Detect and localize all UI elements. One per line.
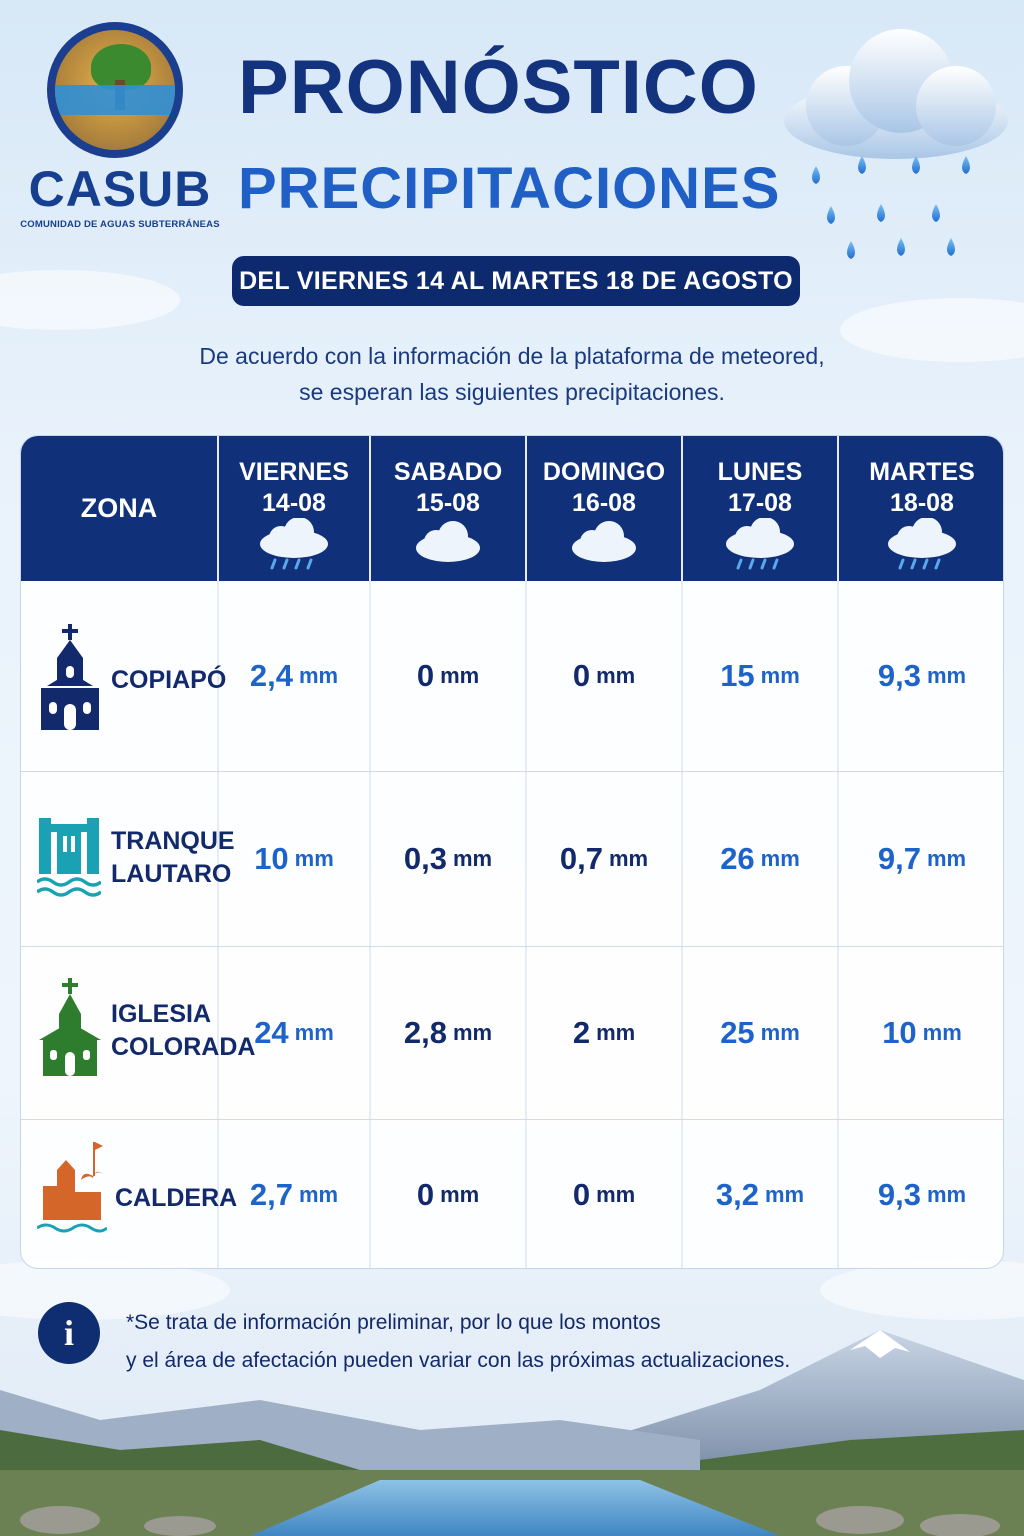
zone-copiapo: COPIAPÓ bbox=[111, 666, 227, 694]
cloud-icon bbox=[416, 521, 480, 562]
value-cell: 10 mm bbox=[254, 841, 334, 876]
mountain-river-landscape bbox=[0, 1330, 1024, 1536]
info-icon: i bbox=[38, 1302, 100, 1364]
value-cell: 0 mm bbox=[416, 658, 480, 693]
zone-line-2: COLORADA bbox=[111, 1033, 256, 1061]
rain-cloud-icon bbox=[888, 517, 956, 570]
footer-line-1: *Se trata de información preliminar, por… bbox=[126, 1311, 661, 1334]
value-cell: 10 mm bbox=[882, 1015, 962, 1050]
value-cell: 15 mm bbox=[720, 658, 800, 693]
cloud-icon bbox=[572, 521, 636, 562]
value-cell: 3,2 mm bbox=[715, 1177, 805, 1212]
day-name: VIERNES bbox=[239, 458, 349, 486]
value-cell: 2,8 mm bbox=[403, 1015, 493, 1050]
dam-icon bbox=[37, 818, 101, 897]
day-header-sunday: DOMINGO 16-08 bbox=[527, 436, 681, 581]
day-header-friday: VIERNES 14-08 bbox=[219, 436, 369, 581]
day-header-monday: LUNES 17-08 bbox=[683, 436, 837, 581]
value-cell: 9,7 mm bbox=[877, 841, 967, 876]
rain-cloud-icon bbox=[260, 517, 328, 570]
page-subtitle: PRECIPITACIONES bbox=[238, 156, 781, 221]
value-cell: 2 mm bbox=[572, 1015, 636, 1050]
value-cell: 0,3 mm bbox=[403, 841, 493, 876]
day-date: 18-08 bbox=[890, 489, 954, 517]
zone-line-1: IGLESIA bbox=[111, 1000, 212, 1028]
coastal-town-icon bbox=[37, 1142, 107, 1233]
footer-line-2: y el área de afectación pueden variar co… bbox=[126, 1349, 791, 1372]
zone-header: ZONA bbox=[80, 493, 158, 523]
day-date: 14-08 bbox=[262, 489, 326, 517]
logo-subtitle: COMUNIDAD DE AGUAS SUBTERRÁNEAS bbox=[20, 219, 220, 230]
day-name: DOMINGO bbox=[542, 458, 666, 486]
day-header-saturday: SABADO 15-08 bbox=[371, 436, 525, 581]
day-date: 17-08 bbox=[728, 489, 792, 517]
value-cell: 24 mm bbox=[254, 1015, 334, 1050]
logo-name: CASUB bbox=[28, 161, 212, 217]
value-cell: 0 mm bbox=[416, 1177, 480, 1212]
logo-emblem bbox=[47, 22, 183, 158]
zone-tranque-lautaro: TRANQUE LAUTARO bbox=[111, 825, 235, 891]
zone-iglesia-colorada: IGLESIA COLORADA bbox=[111, 998, 255, 1064]
zone-line-1: TRANQUE bbox=[111, 827, 235, 855]
church-icon bbox=[41, 624, 99, 730]
value-cell: 2,4 mm bbox=[249, 658, 339, 693]
day-name: LUNES bbox=[717, 458, 803, 486]
value-cell: 0 mm bbox=[572, 658, 636, 693]
precipitation-table: ZONA VIERNES 14-08 SABADO 15-08 DOMINGO … bbox=[20, 435, 1004, 1269]
intro-line-1: De acuerdo con la información de la plat… bbox=[199, 343, 825, 369]
table-header bbox=[21, 436, 1003, 581]
day-name: SABADO bbox=[393, 458, 503, 486]
chapel-icon bbox=[39, 978, 101, 1076]
value-cell: 9,3 mm bbox=[877, 1177, 967, 1212]
rain-cloud-icon bbox=[726, 517, 794, 570]
intro-text: De acuerdo con la información de la plat… bbox=[60, 338, 964, 410]
date-range-badge: DEL VIERNES 14 AL MARTES 18 DE AGOSTO bbox=[232, 256, 800, 306]
intro-line-2: se esperan las siguientes precipitacione… bbox=[299, 379, 725, 405]
zone-caldera: CALDERA bbox=[115, 1184, 238, 1212]
zone-line-2: LAUTARO bbox=[111, 860, 232, 888]
page-title: PRONÓSTICO bbox=[238, 45, 759, 130]
value-cell: 0 mm bbox=[572, 1177, 636, 1212]
day-name: MARTES bbox=[869, 458, 975, 486]
day-date: 15-08 bbox=[416, 489, 480, 517]
day-header-tuesday: MARTES 18-08 bbox=[839, 436, 1003, 581]
value-cell: 0,7 mm bbox=[559, 841, 649, 876]
value-cell: 26 mm bbox=[720, 841, 800, 876]
footer-note: *Se trata de información preliminar, por… bbox=[126, 1304, 886, 1380]
rain-cloud-icon bbox=[784, 29, 1008, 259]
value-cell: 2,7 mm bbox=[249, 1177, 339, 1212]
value-cell: 9,3 mm bbox=[877, 658, 967, 693]
day-date: 16-08 bbox=[572, 489, 636, 517]
casub-logo: CASUB COMUNIDAD DE AGUAS SUBTERRÁNEAS bbox=[20, 22, 220, 237]
value-cell: 25 mm bbox=[720, 1015, 800, 1050]
